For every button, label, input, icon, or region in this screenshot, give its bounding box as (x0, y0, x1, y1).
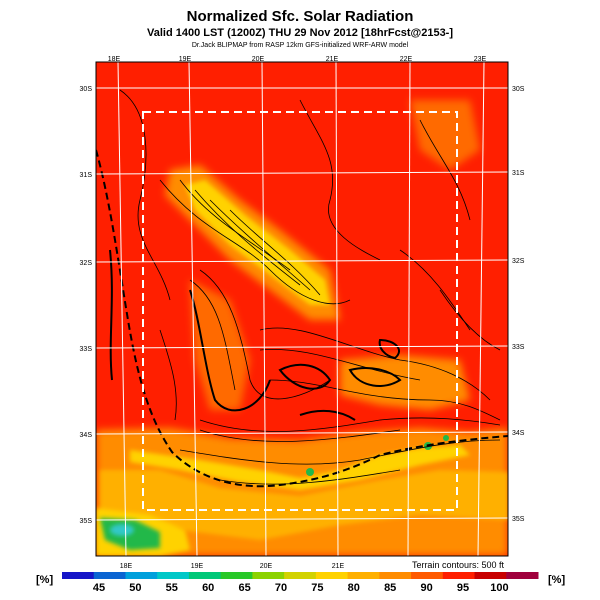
colorbar-swatch (506, 572, 539, 579)
lon-label-bottom: 21E (332, 563, 345, 570)
colorbar: 45 50 55 60 65 70 75 80 85 90 95 100 (62, 572, 539, 594)
colorbar-tick-label: 65 (238, 582, 250, 594)
colorbar-swatch (93, 572, 126, 579)
lat-label-right: 33S (512, 344, 525, 351)
solar-radiation-field (96, 62, 508, 556)
colorbar-swatch (379, 572, 412, 579)
colorbar-swatch (347, 572, 380, 579)
colorbar-swatch (252, 572, 285, 579)
lon-label-top: 18E (108, 56, 121, 63)
lat-label-right: 30S (512, 86, 525, 93)
colorbar-tick-label: 55 (166, 582, 178, 594)
lat-label-left: 35S (80, 518, 93, 525)
colorbar-tick-label: 90 (420, 582, 432, 594)
inner-domain-box (142, 111, 458, 511)
colorbar-unit-left: [%] (36, 574, 54, 586)
lat-label-right: 31S (512, 170, 525, 177)
credit-label: Dr.Jack BLIPMAP from RASP 12km GFS-initi… (191, 42, 409, 49)
lat-label-right: 35S (512, 516, 525, 523)
colorbar-swatch (284, 572, 317, 579)
colorbar-swatch (411, 572, 444, 579)
colorbar-tick-label: 45 (93, 582, 105, 594)
map-frame (95, 61, 509, 557)
lon-label-bottom: 19E (191, 563, 204, 570)
lon-label-bottom: 20E (260, 563, 273, 570)
colorbar-tick-label: 70 (275, 582, 287, 594)
lon-label-top: 19E (179, 56, 192, 63)
lat-label-left: 33S (80, 346, 93, 353)
colorbar-tick-label: 80 (348, 582, 360, 594)
page-title: Normalized Sfc. Solar Radiation (186, 8, 414, 25)
colorbar-swatch (315, 572, 349, 579)
lat-label-left: 32S (80, 260, 93, 267)
colorbar-swatch (188, 572, 222, 579)
colorbar-swatch (62, 572, 95, 579)
colorbar-swatch (157, 572, 190, 579)
lon-label-top: 21E (326, 56, 339, 63)
lat-label-left: 31S (80, 172, 93, 179)
lon-label-top: 23E (474, 56, 487, 63)
colorbar-swatch (220, 572, 253, 579)
lon-label-top: 22E (400, 56, 413, 63)
colorbar-tick-label: 75 (311, 582, 323, 594)
colorbar-tick-label: 50 (129, 582, 141, 594)
colorbar-swatch (474, 572, 507, 579)
colorbar-tick-label: 100 (490, 582, 508, 594)
colorbar-swatch (442, 572, 476, 579)
lat-label-right: 34S (512, 430, 525, 437)
valid-time-label: Valid 1400 LST (1200Z) THU 29 Nov 2012 [… (146, 27, 454, 39)
lon-label-top: 20E (252, 56, 265, 63)
lat-label-left: 30S (80, 86, 93, 93)
lat-label-left: 34S (80, 432, 93, 439)
colorbar-tick-label: 60 (202, 582, 214, 594)
colorbar-unit-right: [%] (548, 574, 566, 586)
colorbar-swatch (125, 572, 158, 579)
lat-label-right: 32S (512, 258, 525, 265)
colorbar-tick-label: 85 (384, 582, 396, 594)
lon-label-bottom: 18E (120, 563, 133, 570)
colorbar-tick-label: 95 (457, 582, 469, 594)
terrain-contour-note: Terrain contours: 500 ft (411, 560, 504, 570)
